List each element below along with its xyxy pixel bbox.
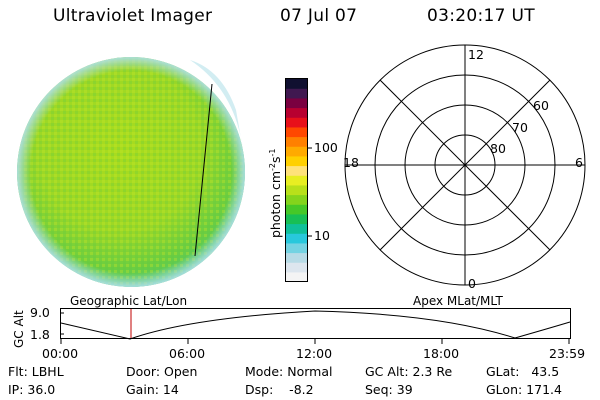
colorbar-segment — [286, 107, 307, 118]
mlt-label-12: 12 — [468, 47, 484, 62]
colorbar-segment — [286, 97, 307, 109]
colorbar-segment — [286, 175, 307, 186]
colorbar-tick-100: 100 — [314, 140, 338, 155]
filter-info: Flt: LBHL — [8, 364, 64, 379]
color-scale-bar — [285, 78, 312, 283]
mlat-label-60: 60 — [533, 98, 549, 113]
altitude-curve — [60, 310, 571, 340]
mlt-label-18: 18 — [343, 155, 359, 170]
mode-info: Mode: Normal — [245, 364, 333, 379]
instrument-title: Ultraviolet Imager — [53, 6, 213, 26]
colorbar-segment — [286, 242, 307, 254]
mlat-label-70: 70 — [512, 120, 528, 135]
mlat-label-80: 80 — [490, 141, 506, 156]
polar-mlt-plot: 12 6 0 18 60 70 80 — [343, 44, 586, 291]
mlt-label-0: 0 — [468, 276, 476, 291]
date-label: 07 Jul 07 — [280, 6, 358, 26]
timeline-y-tick-low: 1.8 — [30, 327, 50, 342]
colorbar-segment — [286, 136, 307, 147]
terminator-line — [194, 83, 213, 257]
colorbar-segment — [286, 165, 307, 176]
timeline-y-tick-high: 9.0 — [30, 305, 50, 320]
colorbar-segment — [286, 252, 307, 263]
colorbar-segment — [286, 88, 307, 99]
gain-info: Gain: 14 — [126, 382, 179, 397]
timeline-x-tick-1800: 18:00 — [423, 346, 460, 361]
colorbar-segment — [286, 78, 307, 89]
colorbar-segment — [286, 233, 307, 244]
colorbar-segment — [286, 204, 307, 215]
timeline-x-tick-0000: 00:00 — [42, 346, 79, 361]
door-info: Door: Open — [126, 364, 198, 379]
colorbar-segment — [286, 155, 307, 167]
orbit-altitude-plot — [60, 308, 571, 344]
timeline-frame — [60, 308, 571, 339]
glat-info: GLat: 43.5 — [486, 364, 560, 379]
seq-info: Seq: 39 — [365, 382, 413, 397]
colorbar-segment — [286, 213, 307, 225]
timeline-x-tick-2359: 23:59 — [549, 346, 586, 361]
mlt-label-6: 6 — [575, 155, 583, 170]
colorbar-segment — [286, 262, 307, 273]
timeline-right-label: Apex MLat/MLT — [413, 294, 503, 308]
ip-info: IP: 36.0 — [8, 382, 56, 397]
colorbar-segment — [286, 184, 307, 196]
timeline-x-tick-1200: 12:00 — [296, 346, 333, 361]
colorbar-segment — [286, 146, 307, 157]
colorbar-segment — [286, 223, 307, 234]
colorbar-segment — [286, 271, 307, 283]
dsp-info: Dsp: -8.2 — [245, 382, 314, 397]
colorbar-tick-10: 10 — [314, 228, 330, 243]
gc-alt-info: GC Alt: 2.3 Re — [365, 364, 453, 379]
timeline-y-axis-label: GC Alt — [12, 310, 26, 348]
colorbar-segment — [286, 117, 307, 128]
glon-info: GLon: 171.4 — [486, 382, 562, 397]
timeline-x-tick-0600: 06:00 — [169, 346, 206, 361]
time-label: 03:20:17 UT — [427, 6, 535, 26]
timeline-left-label: Geographic Lat/Lon — [70, 294, 188, 308]
colorbar-segment — [286, 126, 307, 138]
uv-earth-image — [17, 57, 245, 287]
colorbar-segment — [286, 194, 307, 205]
colorbar-unit-label: photon cm-2s-1 — [268, 148, 284, 238]
